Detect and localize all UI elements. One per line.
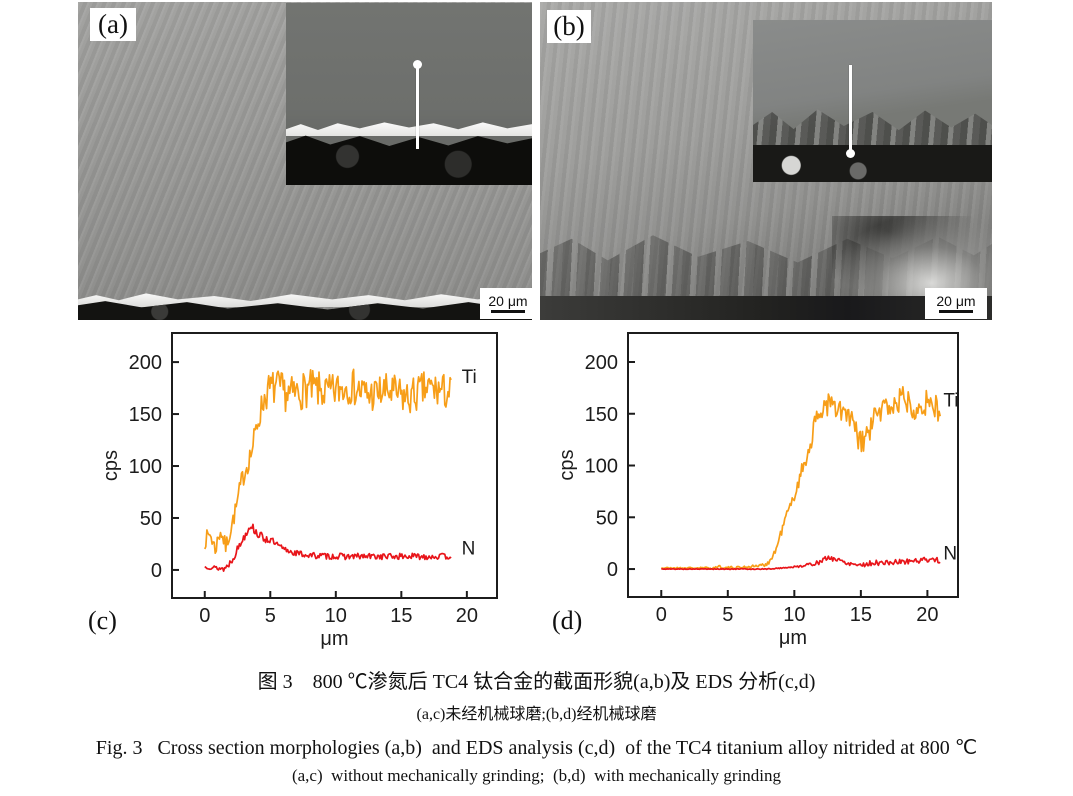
caption-chinese-title: 图 3 800 ℃渗氮后 TC4 钛合金的截面形貌(a,b)及 EDS 分析(c… [257, 671, 816, 693]
x-tick-label-c: 10 [325, 605, 347, 627]
sem-b-inset [753, 20, 992, 182]
sem-a-inset-dark-band [286, 135, 532, 185]
scalebar-a: 20 μm [480, 288, 532, 319]
y-tick-label-c: 0 [151, 560, 162, 582]
caption-chinese-subtitle: (a,c)未经机械球磨;(b,d)经机械球磨 [416, 706, 657, 723]
series-line-n-c [204, 523, 452, 572]
x-tick-label-c: 0 [199, 605, 210, 627]
x-tick-label-d: 5 [722, 604, 733, 626]
y-tick-label-d: 0 [607, 559, 618, 581]
y-tick-label-c: 100 [129, 456, 162, 478]
scalebar-b-bar [939, 310, 973, 313]
series-line-n-d [661, 555, 941, 571]
panel-c-label: (c) [88, 606, 117, 635]
x-axis-label-d: μm [779, 627, 807, 649]
caption-english-title: Fig. 3 Cross section morphologies (a,b) … [95, 737, 978, 759]
y-tick-label-c: 150 [129, 404, 162, 426]
y-tick-label-c: 200 [129, 352, 162, 374]
panel-b-label-box: (b) [547, 10, 591, 43]
series-line-ti-d [661, 385, 942, 570]
sem-b-mount-dark-band [540, 296, 992, 320]
y-tick-label-d: 150 [585, 404, 618, 426]
sem-panel-b: (b) 20 μm [540, 2, 992, 320]
x-tick-label-d: 10 [783, 604, 805, 626]
scalebar-b: 20 μm [925, 288, 987, 319]
x-axis-label-c: μm [320, 628, 348, 650]
scalebar-b-text: 20 μm [936, 293, 976, 309]
x-tick-label-c: 5 [265, 605, 276, 627]
sem-b-corner-texture [832, 216, 992, 302]
y-tick-label-d: 100 [585, 456, 618, 478]
x-tick-label-c: 15 [390, 605, 412, 627]
sem-a-inset [286, 3, 532, 185]
scalebar-a-bar [491, 310, 525, 313]
caption-english-subtitle: (a,c) without mechanically grinding; (b,… [291, 766, 782, 785]
sem-b-inset-dark-band [753, 144, 992, 182]
y-axis-label-c: cps [100, 450, 122, 481]
scalebar-a-text: 20 μm [488, 293, 528, 309]
x-tick-label-c: 20 [456, 605, 478, 627]
series-label-n-c: N [462, 538, 476, 559]
series-label-ti-c: Ti [462, 367, 477, 388]
series-label-ti-d: Ti [943, 391, 958, 412]
scan-end-dot-b [846, 149, 855, 158]
panel-b-label: (b) [553, 11, 585, 41]
sem-a-inset-bright-band [286, 122, 532, 136]
x-tick-label-d: 0 [656, 604, 667, 626]
panel-a-label-box: (a) [90, 8, 136, 41]
x-tick-label-d: 20 [916, 604, 938, 626]
y-tick-label-d: 50 [596, 507, 618, 529]
y-axis-label-d: cps [556, 449, 578, 480]
eds-scan-line-b [846, 65, 855, 158]
plot-frame-d [627, 332, 959, 598]
x-tick-label-d: 15 [850, 604, 872, 626]
y-tick-label-c: 50 [140, 508, 162, 530]
y-tick-label-d: 200 [585, 352, 618, 374]
series-line-ti-c [204, 368, 452, 555]
panel-d-label: (d) [552, 606, 583, 635]
scan-start-dot-a [413, 60, 422, 69]
panel-a-label: (a) [98, 9, 128, 39]
eds-scan-line-a [413, 60, 422, 149]
sem-panel-a: (a) 20 μm [78, 2, 532, 320]
series-label-n-d: N [943, 544, 957, 565]
